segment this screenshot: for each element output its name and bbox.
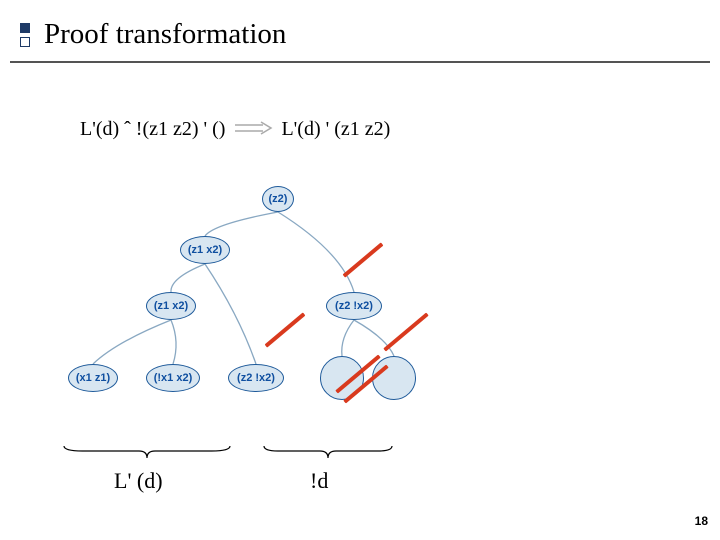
edge [342,320,354,356]
node-nx1x2: (!x1 x2) [146,364,200,392]
edge [205,212,278,236]
title-bullet-icon [20,23,30,47]
edge [278,212,354,292]
formula-rhs: L'(d) ' (z1 z2) [281,118,390,141]
formula-lhs: L'(d) ˆ !(z1 z2) ' () [80,118,225,141]
edge [171,264,205,292]
node-z1x2b: (z1 x2) [146,292,196,320]
edge [171,320,176,364]
node-z1x2: (z1 x2) [180,236,230,264]
brace [262,444,394,467]
node-z2nx2b: (z2 !x2) [228,364,284,392]
edge [205,264,256,364]
title-row: Proof transformation [0,0,720,59]
edge [93,320,171,364]
node-z2nx2: (z2 !x2) [326,292,382,320]
brace-label: L' (d) [114,468,163,494]
node-x1z1: (x1 z1) [68,364,118,392]
brace-label: !d [310,468,328,494]
slide-title: Proof transformation [44,18,286,51]
edge [354,320,394,356]
title-divider [10,61,710,63]
node-z2: (z2) [262,186,294,212]
brace [62,444,232,467]
proof-diagram: (z2) (z1 x2) (z1 x2) (z2 !x2) (x1 z1) (!x1 x2… [50,160,430,440]
implies-arrow-icon [233,118,273,141]
page-number: 18 [695,514,708,528]
formula-line: L'(d) ˆ !(z1 z2) ' () L'(d) ' (z1 z2) [80,118,390,141]
node-big2 [372,356,416,400]
